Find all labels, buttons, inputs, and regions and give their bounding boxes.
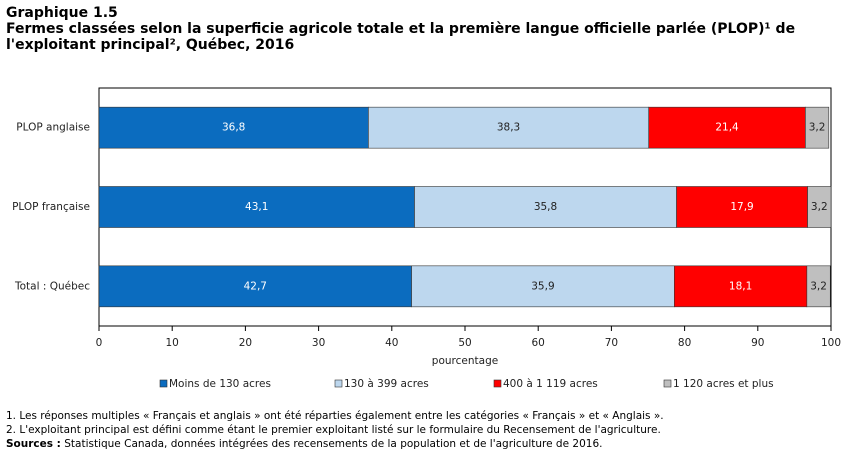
legend-label: 1 120 acres et plus (673, 378, 774, 390)
bar-segment (674, 265, 808, 308)
x-tick-label: 90 (751, 337, 764, 349)
x-axis-label: pourcentage (432, 355, 498, 367)
value-label: 35,9 (531, 280, 554, 292)
x-tick-label: 50 (458, 337, 471, 349)
value-label: 3,2 (811, 201, 828, 213)
x-tick-label: 80 (678, 337, 691, 349)
y-tick-label: PLOP française (12, 201, 90, 213)
bar-segment (368, 106, 650, 149)
bar-segment (807, 186, 832, 228)
legend-swatch (334, 379, 343, 388)
value-label: 35,8 (534, 201, 557, 213)
legend-swatch (159, 379, 168, 388)
bar-segment (414, 186, 677, 228)
note: 1. Les réponses multiples « Français et … (6, 410, 664, 422)
x-tick-label: 40 (385, 337, 398, 349)
value-label: 42,7 (244, 280, 267, 292)
notes: 1. Les réponses multiples « Français et … (6, 409, 664, 451)
x-tick-label: 30 (312, 337, 325, 349)
bar-segment (98, 106, 369, 149)
legend-swatch (493, 379, 502, 388)
x-tick-label: 70 (605, 337, 618, 349)
legend-label: 130 à 399 acres (344, 378, 429, 390)
value-label: 3,2 (809, 122, 826, 134)
bar-segment (98, 265, 412, 308)
x-tick-label: 10 (166, 337, 179, 349)
legend-label: 400 à 1 119 acres (503, 378, 598, 390)
value-label: 3,2 (810, 280, 827, 292)
legend-swatch (663, 379, 672, 388)
value-label: 17,9 (730, 201, 753, 213)
bar-segment (676, 186, 808, 228)
y-tick-label: Total : Québec (14, 280, 90, 292)
note: 2. L'exploitant principal est défini com… (6, 424, 661, 436)
y-tick-label: PLOP anglaise (16, 122, 90, 134)
chart-subtitle: Fermes classées selon la superficie agri… (6, 21, 796, 53)
source: Sources : Statistique Canada, données in… (6, 437, 664, 451)
x-tick-label: 20 (239, 337, 252, 349)
legend-label: Moins de 130 acres (169, 378, 271, 390)
value-label: 21,4 (715, 122, 739, 134)
bar-segment (648, 106, 806, 149)
x-tick-label: 100 (821, 337, 841, 349)
bar-segment (806, 265, 831, 308)
value-label: 43,1 (245, 201, 268, 213)
title-block: Graphique 1.5 Fermes classées selon la s… (6, 5, 846, 53)
chart: pourcentage 0 10 20 30 40 50 60 70 80 90 100 PLOP a… (12, 87, 841, 390)
x-tick-label: 60 (532, 337, 545, 349)
value-label: 18,1 (729, 280, 752, 292)
value-label: 36,8 (222, 122, 245, 134)
chart-title: Graphique 1.5 (6, 5, 118, 21)
bar-segment (805, 106, 830, 149)
bar-segment (411, 265, 675, 308)
source-text: Statistique Canada, données intégrées de… (64, 438, 603, 450)
value-label: 38,3 (497, 122, 520, 134)
source-label: Sources : (6, 438, 61, 450)
x-tick-label: 0 (96, 337, 103, 349)
bar-segment (98, 186, 415, 228)
